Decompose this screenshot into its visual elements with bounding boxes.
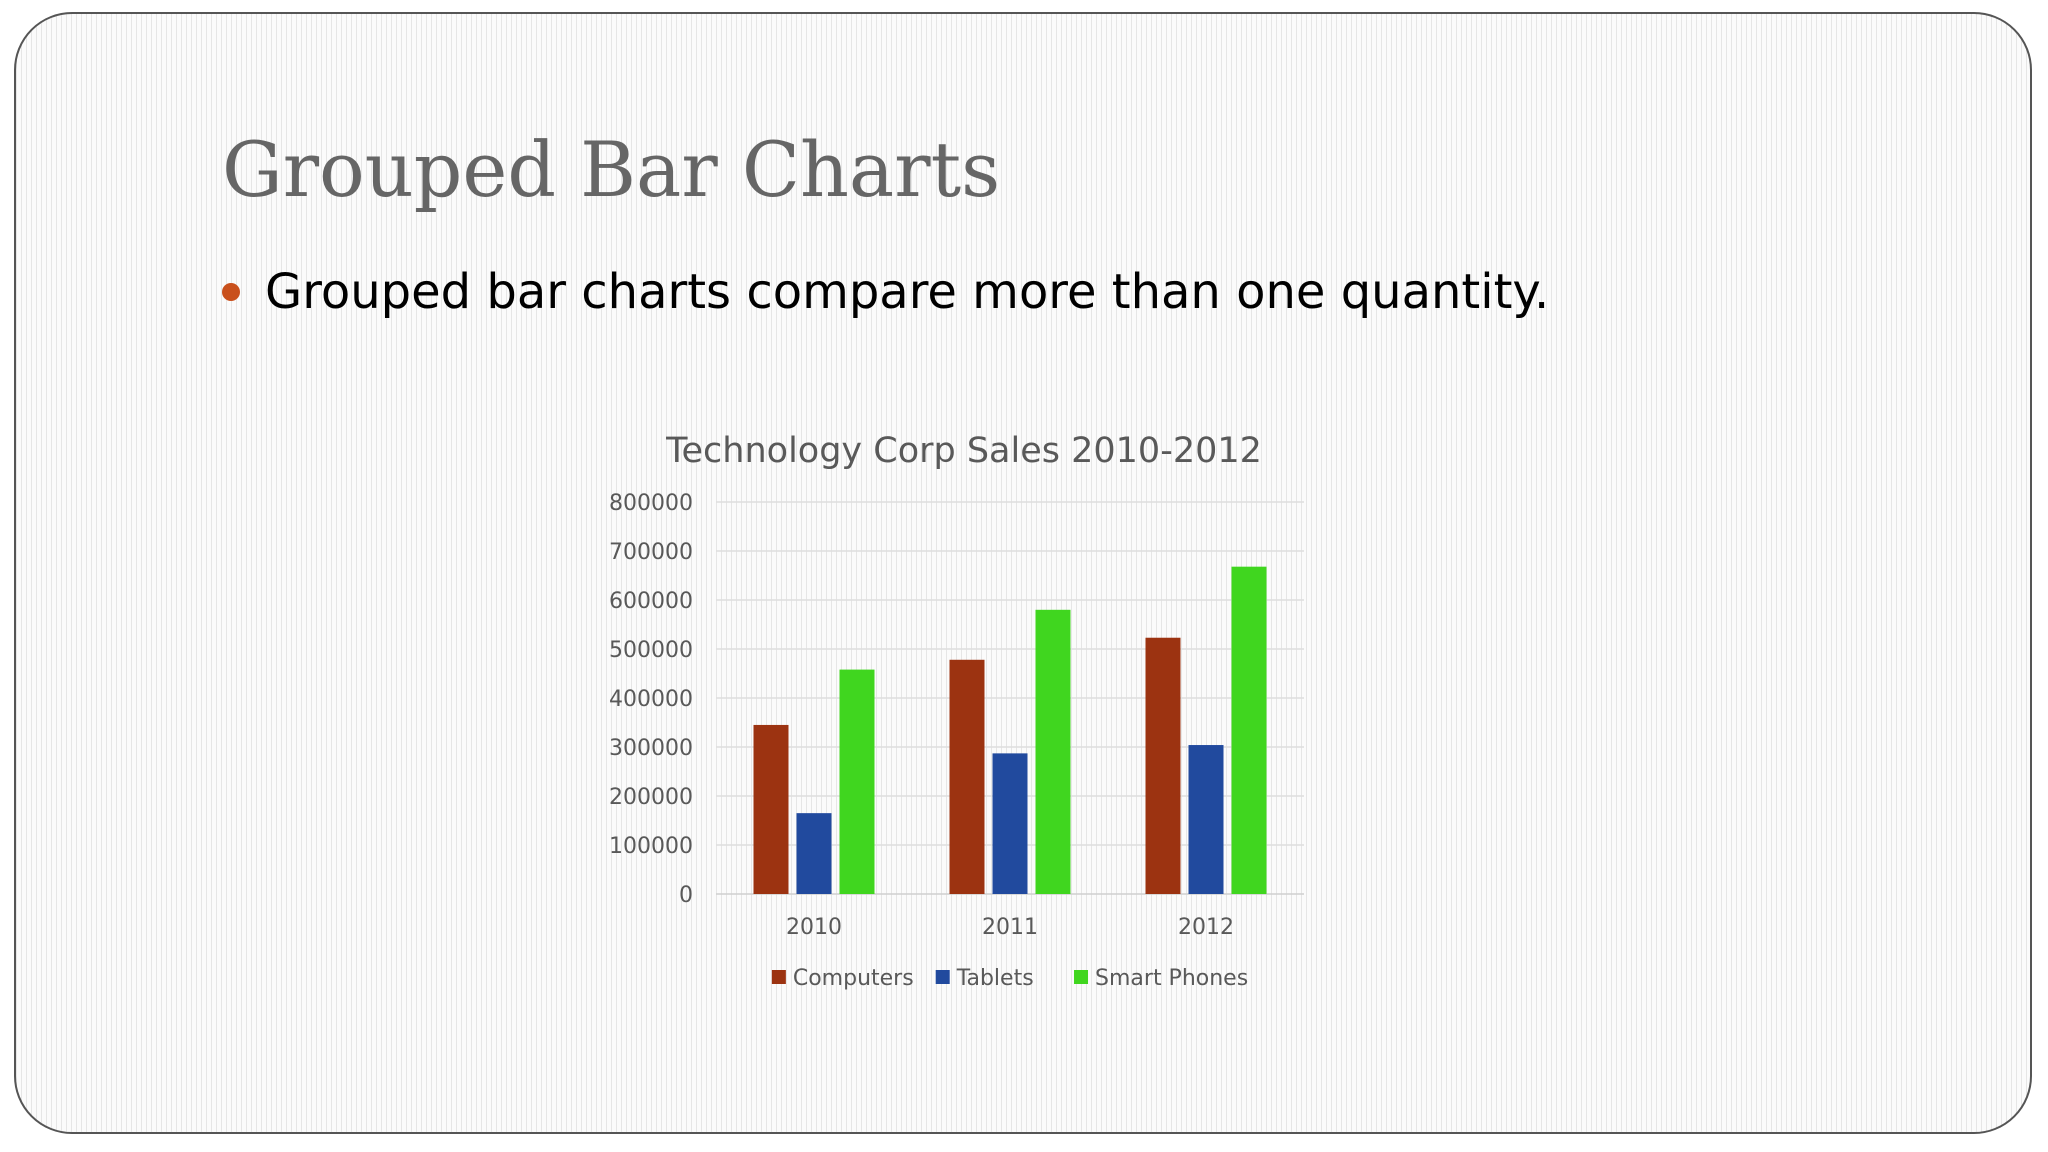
bar-computers-2010 [753, 724, 789, 894]
bullet-text: Grouped bar charts compare more than one… [265, 264, 1550, 320]
bars [753, 566, 1267, 894]
y-tick-label: 800000 [609, 491, 693, 516]
y-tick-label: 300000 [609, 736, 693, 761]
bullet-item: Grouped bar charts compare more than one… [222, 268, 1549, 316]
legend-swatch [771, 970, 786, 984]
bullet-dot-icon [222, 283, 240, 301]
y-axis-ticks: 0 100000 200000 300000 400000 500000 600000 700… [609, 491, 693, 908]
y-tick-label: 400000 [609, 687, 693, 712]
y-tick-label: 100000 [609, 834, 693, 859]
legend-label: Smart Phones [1095, 966, 1248, 991]
legend-label: Tablets [956, 966, 1034, 991]
legend-label: Computers [793, 966, 914, 991]
bar-smart-phones-2010 [839, 669, 875, 894]
legend: Computers Tablets Smart Phones [771, 966, 1248, 991]
legend-swatch [1074, 970, 1089, 984]
y-tick-label: 600000 [609, 589, 693, 614]
bar-computers-2011 [949, 659, 985, 894]
bar-smart-phones-2012 [1231, 566, 1267, 894]
bar-computers-2012 [1145, 637, 1181, 894]
y-tick-label: 0 [679, 883, 693, 908]
slide-title: Grouped Bar Charts [222, 125, 1001, 214]
bar-smart-phones-2011 [1035, 609, 1071, 894]
y-tick-label: 500000 [609, 638, 693, 663]
bar-tablets-2010 [796, 813, 832, 894]
slide: Grouped Bar Charts Grouped bar charts co… [14, 12, 2032, 1134]
legend-swatch [935, 970, 950, 984]
y-tick-label: 200000 [609, 785, 693, 810]
x-tick-label: 2012 [1178, 915, 1234, 940]
bar-tablets-2011 [992, 753, 1028, 894]
y-tick-label: 700000 [609, 540, 693, 565]
x-tick-label: 2011 [982, 915, 1038, 940]
x-axis-ticks: 2010 2011 2012 [786, 915, 1234, 940]
x-tick-label: 2010 [786, 915, 842, 940]
bar-tablets-2012 [1188, 745, 1224, 894]
chart-title: Technology Corp Sales 2010-2012 [665, 431, 1262, 471]
